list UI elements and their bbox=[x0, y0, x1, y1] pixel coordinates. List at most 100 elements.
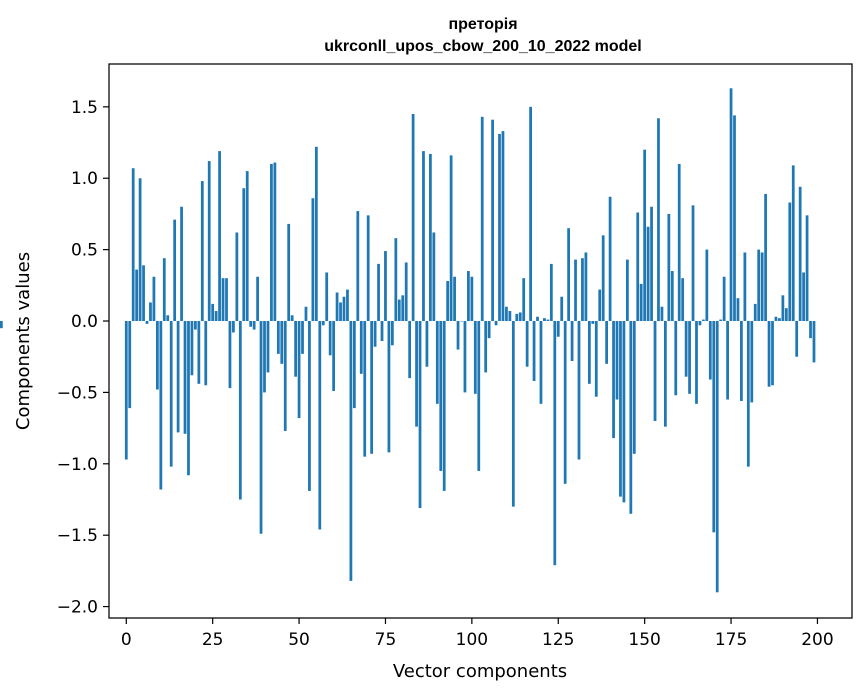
y-tick-label: −0.5 bbox=[57, 383, 98, 403]
bar bbox=[176, 321, 180, 433]
bar bbox=[788, 202, 792, 322]
bar bbox=[705, 249, 709, 322]
bar bbox=[311, 198, 315, 322]
y-axis-ticks: −2.0 −1.5 −1.0 −0.5 0.0 0.5 1.0 1.5 bbox=[57, 98, 109, 618]
bar bbox=[774, 316, 778, 322]
bar bbox=[183, 321, 187, 434]
bar bbox=[225, 278, 228, 322]
bar bbox=[805, 215, 809, 322]
bar bbox=[553, 321, 557, 566]
bar bbox=[556, 321, 560, 337]
bar bbox=[135, 269, 139, 322]
bar bbox=[487, 321, 491, 339]
bar bbox=[743, 252, 747, 322]
y-tick-label: 0.5 bbox=[71, 241, 98, 261]
bar bbox=[159, 321, 163, 490]
bar bbox=[650, 206, 653, 322]
y-tick-label: −2.0 bbox=[57, 598, 98, 618]
bar bbox=[688, 321, 691, 394]
bar bbox=[180, 206, 183, 322]
bar bbox=[587, 321, 591, 384]
bar bbox=[629, 321, 633, 514]
bar bbox=[594, 321, 598, 397]
bar bbox=[456, 321, 460, 350]
bar bbox=[207, 161, 211, 322]
y-tick-label: −1.5 bbox=[57, 526, 98, 546]
bar bbox=[346, 289, 349, 322]
bar bbox=[422, 151, 425, 322]
bar bbox=[325, 272, 329, 322]
x-tick-label: 150 bbox=[628, 630, 660, 650]
bar bbox=[211, 303, 215, 322]
y-tick-label: 1.5 bbox=[71, 98, 98, 118]
bar bbox=[380, 321, 384, 341]
bar bbox=[370, 321, 374, 454]
bar bbox=[505, 306, 508, 322]
bar bbox=[152, 276, 156, 322]
bar bbox=[463, 321, 467, 393]
bar bbox=[501, 131, 505, 322]
bar bbox=[169, 321, 173, 467]
bar bbox=[256, 276, 259, 322]
y-tick-label: 0.0 bbox=[71, 312, 98, 332]
bar bbox=[736, 298, 740, 322]
bar bbox=[733, 115, 736, 322]
bar bbox=[221, 278, 225, 322]
bar bbox=[740, 321, 743, 401]
bar bbox=[218, 151, 221, 322]
bar bbox=[477, 321, 481, 471]
bar bbox=[657, 118, 660, 322]
bar bbox=[232, 321, 235, 333]
bar bbox=[691, 205, 695, 322]
bar bbox=[791, 165, 795, 322]
bar bbox=[467, 271, 470, 322]
bar bbox=[653, 321, 657, 421]
bar bbox=[798, 186, 802, 322]
bar bbox=[321, 321, 325, 326]
bar bbox=[712, 321, 716, 533]
bar bbox=[249, 321, 253, 327]
bar bbox=[681, 278, 685, 322]
bar bbox=[625, 259, 629, 322]
bar bbox=[373, 321, 377, 347]
bar bbox=[190, 321, 194, 376]
x-tick-label: 125 bbox=[542, 630, 574, 650]
bar bbox=[598, 289, 602, 322]
bar bbox=[750, 321, 754, 403]
bar bbox=[591, 321, 595, 324]
bar bbox=[522, 278, 526, 322]
bar bbox=[308, 321, 311, 491]
bar bbox=[746, 321, 750, 467]
bar bbox=[473, 321, 477, 394]
y-tick-label: 1.0 bbox=[71, 169, 98, 189]
x-tick-label: 175 bbox=[715, 630, 747, 650]
bar bbox=[491, 119, 494, 322]
x-tick-label: 0 bbox=[121, 630, 132, 650]
x-axis-label: Vector components bbox=[393, 661, 567, 682]
bar bbox=[149, 302, 152, 322]
bar bbox=[753, 303, 757, 322]
bar bbox=[619, 321, 622, 497]
bar bbox=[608, 196, 612, 322]
bar bbox=[632, 321, 636, 454]
bar bbox=[511, 321, 515, 507]
x-tick-label: 100 bbox=[456, 630, 488, 650]
bar bbox=[453, 276, 456, 322]
bar bbox=[802, 272, 805, 322]
bar bbox=[784, 308, 788, 322]
bar bbox=[415, 321, 418, 427]
bar bbox=[356, 211, 360, 322]
bar bbox=[228, 321, 232, 389]
bar bbox=[529, 106, 532, 322]
bar bbox=[484, 321, 488, 373]
bar bbox=[470, 276, 474, 322]
bar bbox=[259, 321, 263, 534]
bar bbox=[390, 321, 394, 346]
bar bbox=[290, 315, 294, 322]
bar bbox=[263, 321, 266, 393]
bar bbox=[781, 295, 785, 322]
bar bbox=[664, 321, 667, 427]
bar bbox=[314, 146, 318, 322]
bar bbox=[359, 321, 363, 374]
bar bbox=[581, 258, 584, 322]
